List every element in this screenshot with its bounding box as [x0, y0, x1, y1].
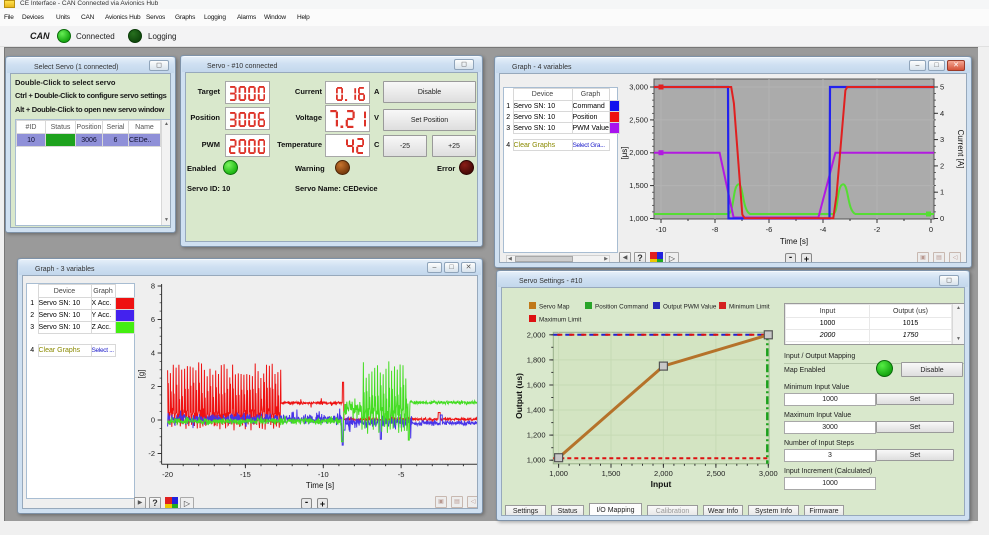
svg-text:Output (us): Output (us) — [514, 373, 524, 419]
svg-text:8: 8 — [151, 282, 155, 291]
svg-text:-2: -2 — [874, 225, 881, 234]
svg-text:1,500: 1,500 — [602, 469, 621, 478]
svg-text:1,000: 1,000 — [549, 469, 568, 478]
svg-text:0: 0 — [940, 214, 944, 223]
svg-text:Servo Map: Servo Map — [539, 304, 570, 311]
svg-text:-6: -6 — [766, 225, 773, 234]
svg-text:-8: -8 — [712, 225, 719, 234]
svg-text:4: 4 — [151, 349, 155, 358]
svg-text:2,500: 2,500 — [707, 469, 726, 478]
svg-text:Current [A]: Current [A] — [956, 130, 965, 169]
svg-text:-5: -5 — [398, 470, 405, 479]
svg-text:-2: -2 — [148, 449, 155, 458]
svg-text:1,000: 1,000 — [527, 456, 546, 465]
svg-text:Minimum Limit: Minimum Limit — [729, 304, 770, 311]
svg-text:1,200: 1,200 — [527, 431, 546, 440]
svg-text:-15: -15 — [240, 470, 251, 479]
svg-text:[μs]: [μs] — [620, 146, 629, 159]
svg-text:Time [s]: Time [s] — [306, 481, 334, 490]
svg-text:-10: -10 — [656, 225, 667, 234]
svg-text:6: 6 — [151, 315, 155, 324]
svg-text:Position Command: Position Command — [595, 304, 649, 311]
svg-text:2: 2 — [151, 382, 155, 391]
svg-text:[g]: [g] — [137, 370, 146, 379]
svg-text:2,000: 2,000 — [527, 330, 546, 339]
svg-text:0: 0 — [151, 416, 155, 425]
svg-text:1,400: 1,400 — [527, 406, 546, 415]
svg-text:Time [s]: Time [s] — [780, 237, 808, 246]
svg-text:3,000: 3,000 — [629, 83, 648, 92]
svg-text:-10: -10 — [318, 470, 329, 479]
svg-text:1,000: 1,000 — [629, 214, 648, 223]
svg-text:2,000: 2,000 — [629, 148, 648, 157]
svg-text:2,500: 2,500 — [629, 115, 648, 124]
svg-text:3,000: 3,000 — [759, 469, 778, 478]
svg-text:Input: Input — [651, 479, 672, 489]
svg-text:Output PWM Value: Output PWM Value — [663, 304, 717, 311]
svg-text:2,000: 2,000 — [654, 469, 673, 478]
svg-text:1,600: 1,600 — [527, 381, 546, 390]
svg-text:1: 1 — [940, 188, 944, 197]
svg-text:4: 4 — [940, 109, 944, 118]
svg-text:5: 5 — [940, 83, 944, 92]
svg-text:3: 3 — [940, 135, 944, 144]
svg-text:1,500: 1,500 — [629, 181, 648, 190]
svg-text:0: 0 — [477, 470, 478, 479]
svg-text:1,800: 1,800 — [527, 355, 546, 364]
svg-text:2: 2 — [940, 161, 944, 170]
svg-text:-4: -4 — [820, 225, 827, 234]
svg-text:-20: -20 — [162, 470, 173, 479]
svg-text:0: 0 — [929, 225, 933, 234]
svg-text:Maximum Limit: Maximum Limit — [539, 317, 582, 324]
